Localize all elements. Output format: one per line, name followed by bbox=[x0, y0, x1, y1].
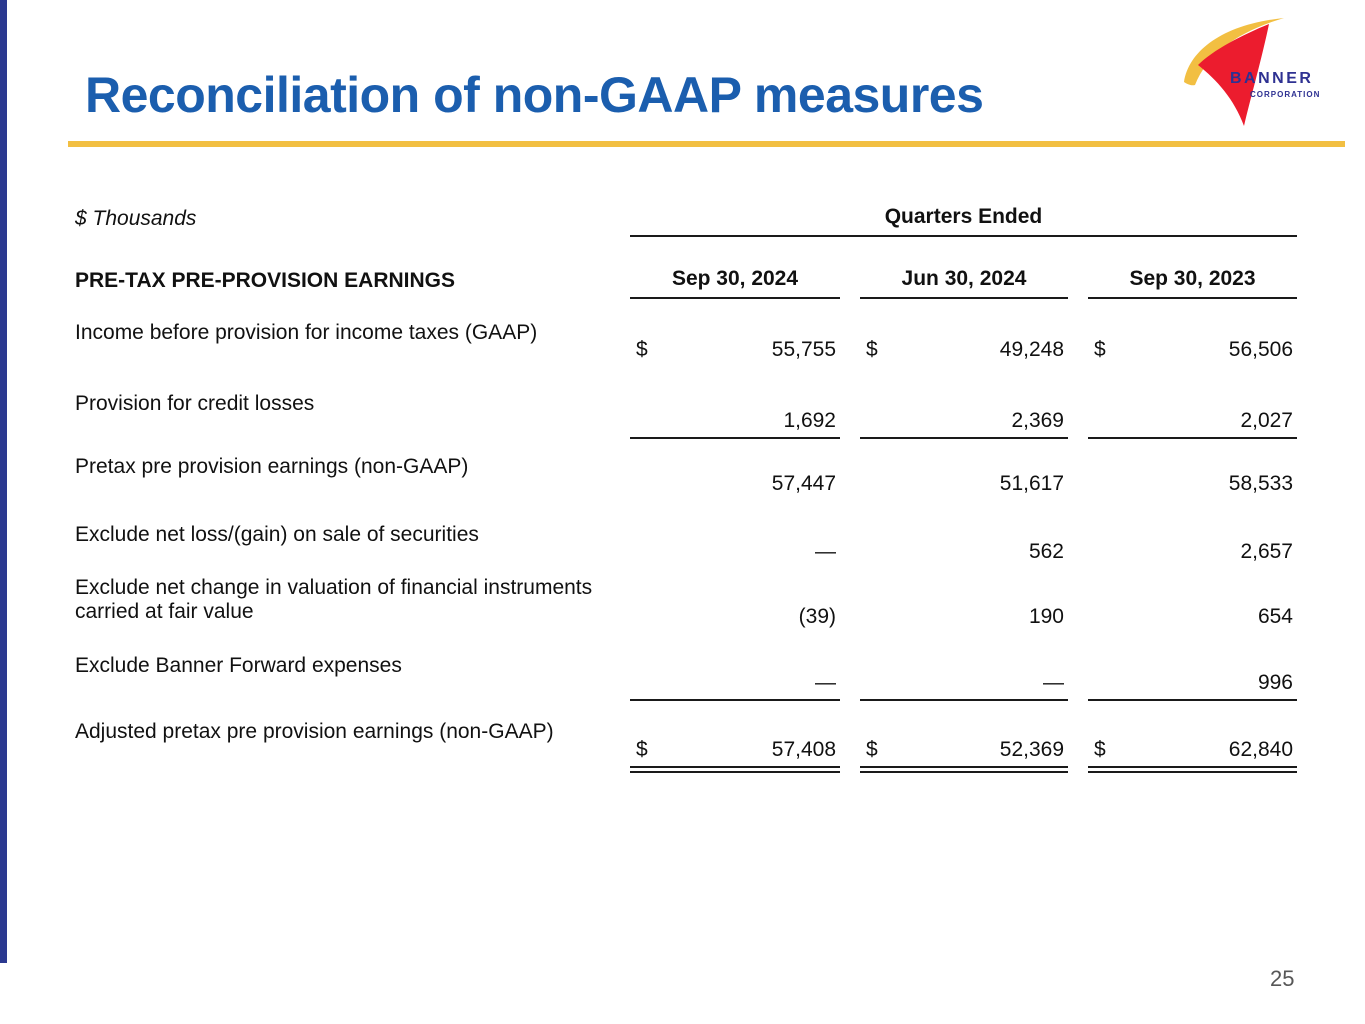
cell-value: 62,840 bbox=[1228, 738, 1293, 761]
page-title: Reconciliation of non-GAAP measures bbox=[85, 67, 984, 123]
cell-value: 1,692 bbox=[783, 409, 836, 432]
table-row: Adjusted pretax pre provision earnings (… bbox=[75, 720, 1297, 773]
cell-value: 51,617 bbox=[999, 472, 1064, 495]
table-cell: — bbox=[630, 654, 840, 701]
units-label: $ Thousands bbox=[75, 207, 197, 230]
cell-value: 2,369 bbox=[1011, 409, 1064, 432]
table-cell: $ 49,248 bbox=[860, 321, 1068, 366]
cell-value: 190 bbox=[1028, 605, 1064, 628]
row-label: Exclude net change in valuation of finan… bbox=[75, 576, 593, 624]
column-header-jun-30-2024: Jun 30, 2024 bbox=[860, 267, 1068, 299]
table-group-header-row: $ Thousands Quarters Ended bbox=[75, 205, 1297, 237]
table-cell: 190 bbox=[860, 576, 1068, 633]
table-cell: 2,027 bbox=[1088, 392, 1297, 439]
row-label: Pretax pre provision earnings (non-GAAP) bbox=[75, 455, 469, 478]
cell-value: 57,408 bbox=[771, 738, 836, 761]
dollar-sign: $ bbox=[636, 738, 648, 761]
table-row: Provision for credit losses 1,692 2,369 … bbox=[75, 392, 1297, 439]
logo-red-sail-icon bbox=[1198, 24, 1269, 126]
table-cell: $ 56,506 bbox=[1088, 321, 1297, 366]
cell-value: 58,533 bbox=[1228, 472, 1293, 495]
table-row: Exclude net change in valuation of finan… bbox=[75, 576, 1297, 633]
cell-value: 2,657 bbox=[1240, 540, 1293, 563]
row-label: Provision for credit losses bbox=[75, 392, 315, 415]
dollar-sign: $ bbox=[866, 738, 878, 761]
section-header: PRE-TAX PRE-PROVISION EARNINGS bbox=[75, 269, 455, 292]
cell-value: — bbox=[815, 540, 836, 563]
banner-corporation-logo: BANNER CORPORATION bbox=[1184, 18, 1320, 126]
row-label: Income before provision for income taxes… bbox=[75, 321, 538, 344]
table-row: Exclude Banner Forward expenses — — 996 bbox=[75, 654, 1297, 701]
logo-subname: CORPORATION bbox=[1250, 90, 1320, 99]
row-label: Exclude net loss/(gain) on sale of secur… bbox=[75, 523, 479, 546]
page-number: 25 bbox=[1270, 966, 1295, 991]
table-row: Pretax pre provision earnings (non-GAAP)… bbox=[75, 455, 1297, 500]
cell-value: 2,027 bbox=[1240, 409, 1293, 432]
cell-value: 562 bbox=[1028, 540, 1064, 563]
cell-value: 55,755 bbox=[771, 338, 836, 361]
table-cell: $ 52,369 bbox=[860, 720, 1068, 773]
table-cell: 2,657 bbox=[1088, 523, 1297, 568]
table-cell: 654 bbox=[1088, 576, 1297, 633]
dollar-sign: $ bbox=[636, 338, 648, 361]
logo-gold-swoosh-icon bbox=[1184, 18, 1284, 86]
table-cell: 996 bbox=[1088, 654, 1297, 701]
table-cell: (39) bbox=[630, 576, 840, 633]
quarters-ended-header: Quarters Ended bbox=[630, 205, 1297, 237]
cell-value: 996 bbox=[1257, 671, 1293, 694]
table-row: Income before provision for income taxes… bbox=[75, 321, 1297, 366]
row-label: Adjusted pretax pre provision earnings (… bbox=[75, 720, 554, 743]
reconciliation-table: $ Thousands Quarters Ended PRE-TAX PRE-P… bbox=[75, 205, 1297, 773]
cell-value: — bbox=[1043, 671, 1064, 694]
column-header-sep-30-2023: Sep 30, 2023 bbox=[1088, 267, 1297, 299]
table-cell: 2,369 bbox=[860, 392, 1068, 439]
table-cell: 57,447 bbox=[630, 455, 840, 500]
cell-value: 49,248 bbox=[999, 338, 1064, 361]
row-label: Exclude Banner Forward expenses bbox=[75, 654, 402, 677]
table-cell: 58,533 bbox=[1088, 455, 1297, 500]
table-cell: $ 55,755 bbox=[630, 321, 840, 366]
table-cell: 562 bbox=[860, 523, 1068, 568]
cell-value: 654 bbox=[1257, 605, 1293, 628]
table-row: Exclude net loss/(gain) on sale of secur… bbox=[75, 523, 1297, 568]
table-cell: 51,617 bbox=[860, 455, 1068, 500]
table-cell: — bbox=[860, 654, 1068, 701]
left-edge-accent-bar bbox=[0, 0, 7, 963]
column-header-sep-30-2024: Sep 30, 2024 bbox=[630, 267, 840, 299]
cell-value: 56,506 bbox=[1228, 338, 1293, 361]
cell-value: — bbox=[815, 671, 836, 694]
dollar-sign: $ bbox=[866, 338, 878, 361]
cell-value: 52,369 bbox=[999, 738, 1064, 761]
table-cell: 1,692 bbox=[630, 392, 840, 439]
table-column-header-row: PRE-TAX PRE-PROVISION EARNINGS Sep 30, 2… bbox=[75, 267, 1297, 299]
table-cell: — bbox=[630, 523, 840, 568]
title-divider-rule bbox=[68, 141, 1345, 147]
table-cell: $ 57,408 bbox=[630, 720, 840, 773]
dollar-sign: $ bbox=[1094, 738, 1106, 761]
cell-value: (39) bbox=[798, 605, 836, 628]
dollar-sign: $ bbox=[1094, 338, 1106, 361]
cell-value: 57,447 bbox=[771, 472, 836, 495]
table-cell: $ 62,840 bbox=[1088, 720, 1297, 773]
logo-name: BANNER bbox=[1230, 70, 1313, 87]
